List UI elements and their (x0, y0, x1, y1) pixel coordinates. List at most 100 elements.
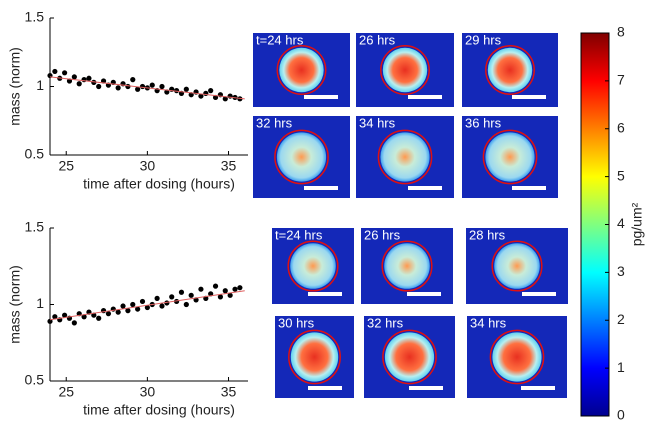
y-axis-label: mass (norm) (7, 47, 23, 126)
data-point (198, 286, 204, 292)
data-point (208, 291, 214, 297)
cell (380, 132, 430, 182)
data-point (217, 294, 224, 300)
data-point (208, 88, 214, 94)
data-point (227, 93, 233, 99)
x-tick-label: 25 (58, 158, 74, 174)
panel-label: t=24 hrs (256, 32, 304, 47)
panel-label: 30 hrs (278, 315, 315, 330)
colorbar-tick-label: 4 (617, 215, 625, 231)
colorbar-tick-label: 0 (617, 407, 625, 423)
data-point (125, 308, 131, 314)
y-tick-label: 1 (36, 77, 44, 93)
y-tick-label: 0.5 (25, 146, 45, 162)
y-tick-label: 0.5 (25, 372, 45, 388)
data-point (71, 74, 77, 80)
data-point (188, 292, 194, 298)
cell (384, 332, 435, 382)
data-point (227, 292, 233, 298)
data-point (154, 295, 160, 301)
data-point (139, 83, 146, 90)
x-tick-label: 35 (221, 158, 237, 174)
data-point (52, 314, 58, 320)
scale-bar (308, 386, 342, 390)
data-point (105, 311, 112, 317)
scale-bar (522, 292, 556, 296)
cell-outline (380, 45, 430, 95)
cell (384, 243, 430, 289)
data-point (183, 301, 189, 308)
colorbar (580, 32, 610, 417)
cell (487, 47, 533, 93)
data-point (183, 86, 189, 92)
cell (290, 243, 336, 289)
cell-outline (482, 129, 538, 185)
colorbar-label: pg/um² (629, 202, 645, 246)
data-point (76, 81, 82, 87)
data-point (198, 93, 204, 99)
data-point (135, 86, 141, 92)
data-point (81, 77, 87, 83)
cell (492, 332, 542, 382)
data-point (139, 298, 146, 305)
scale-bar (521, 386, 555, 390)
data-point (222, 288, 228, 294)
x-tick-label: 25 (58, 384, 74, 400)
scale-bar (308, 292, 342, 296)
data-point (96, 315, 102, 321)
cell (485, 132, 535, 182)
scale-bar (512, 95, 546, 99)
cell-outline (276, 45, 327, 95)
y-tick-label: 1.5 (25, 219, 45, 235)
data-point (237, 285, 243, 291)
data-point (96, 83, 102, 90)
fit-line (49, 76, 245, 100)
x-axis-label: time after dosing (hours) (83, 402, 235, 418)
panel-label: t=24 hrs (275, 227, 323, 242)
scale-bar (512, 186, 546, 190)
panel-label: 36 hrs (465, 115, 502, 130)
data-point (159, 303, 165, 309)
data-point (212, 283, 219, 289)
cell (494, 243, 540, 289)
data-point (159, 83, 165, 90)
y-tick-label: 1 (36, 295, 44, 311)
data-point (115, 85, 121, 91)
cell-outline (287, 240, 339, 292)
data-point (86, 75, 92, 81)
panel-label: 34 hrs (470, 315, 507, 330)
data-point (173, 88, 180, 94)
y-tick-label: 1.5 (25, 9, 45, 25)
panel-label: 26 hrs (364, 227, 401, 242)
colorbar-tick-label: 8 (617, 24, 625, 40)
colorbar-tick-label: 1 (617, 359, 625, 375)
data-point (203, 90, 209, 96)
data-point (169, 294, 175, 300)
cell-outline (489, 329, 545, 385)
y-axis-label: mass (norm) (7, 265, 23, 344)
x-tick-label: 35 (221, 384, 237, 400)
panel-label: 28 hrs (469, 227, 506, 242)
data-point (71, 320, 77, 326)
data-point (149, 82, 155, 88)
scale-bar (407, 292, 441, 296)
scale-bar (409, 386, 443, 390)
panel-label: 34 hrs (359, 115, 396, 130)
scale-bar (304, 95, 338, 99)
colorbar-tick-label: 2 (617, 311, 625, 327)
panel-label: 32 hrs (256, 115, 293, 130)
colorbar-tick-label: 7 (617, 72, 625, 88)
cell-outline (485, 45, 535, 95)
data-point (135, 306, 141, 312)
cell-outline (288, 329, 341, 385)
cell (290, 332, 339, 382)
cell (276, 132, 327, 182)
fit-line (49, 290, 245, 321)
data-point (144, 304, 150, 311)
cell-outline (491, 240, 543, 292)
cell (382, 47, 428, 93)
data-point (232, 286, 238, 292)
x-tick-label: 30 (140, 158, 156, 174)
x-axis-label: time after dosing (hours) (83, 176, 235, 192)
